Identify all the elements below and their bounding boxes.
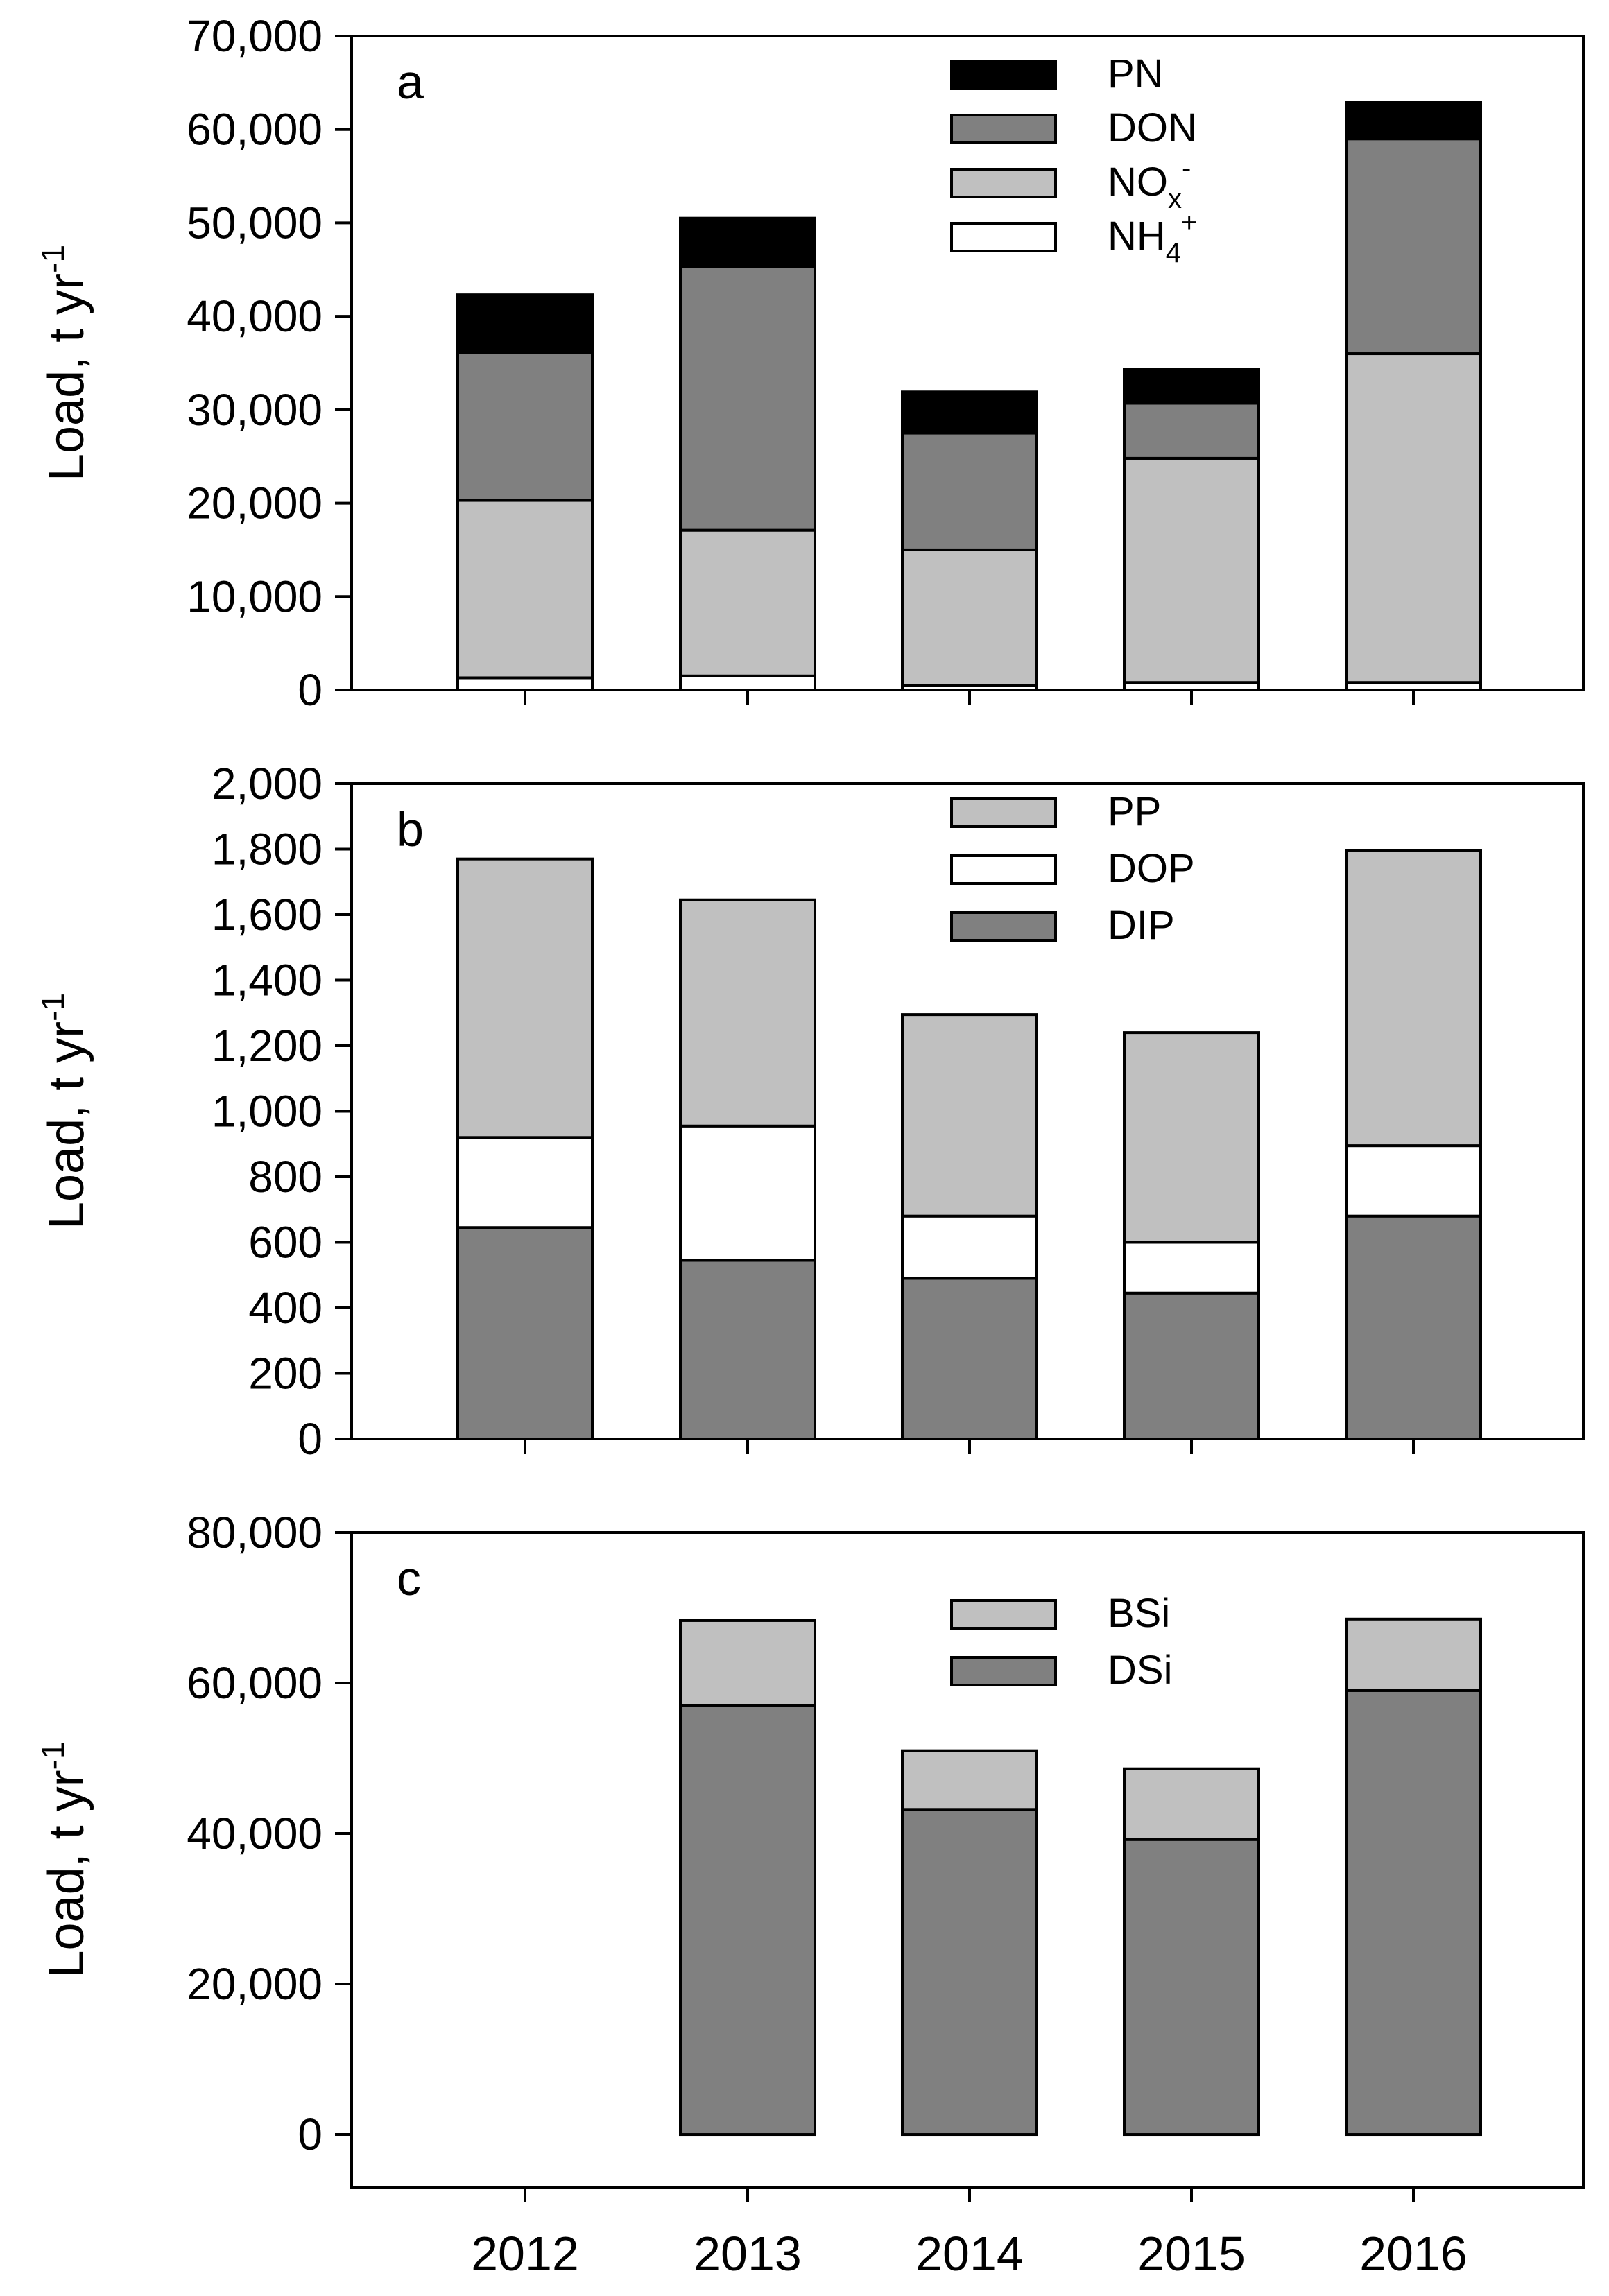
bar-dop-2014: [901, 1214, 1038, 1280]
bar-don-2014: [901, 431, 1038, 551]
bar-nox-2012: [456, 499, 594, 680]
panel-b-chart: 0 200 400 600 800 1,000 1,200 1,400 1,600 1,800 2,…: [35, 759, 1585, 1464]
plot-frame: [350, 1531, 1585, 2189]
y-tick-label: 2,000: [212, 759, 322, 809]
bar-don-2015: [1123, 402, 1260, 460]
legend-label-pn: PN: [1108, 51, 1164, 96]
y-tick-label: 1,600: [212, 890, 322, 940]
bar-nh4-2012: [456, 676, 594, 691]
panel-label: b: [397, 802, 424, 856]
y-tick-label: 20,000: [187, 478, 322, 528]
bar-bsi-2015: [1123, 1767, 1260, 1841]
bar-dip-2015: [1123, 1291, 1260, 1441]
bar-pp-2013: [679, 898, 816, 1128]
legend-swatch-nh4: [950, 222, 1057, 252]
y-axis-label: Load, t yr-1: [35, 993, 94, 1229]
bar-bsi-2014: [901, 1749, 1038, 1811]
x-tick-label-2012: 2012: [471, 2227, 579, 2281]
bar-bsi-2016: [1345, 1617, 1482, 1692]
bar-pn-2014: [901, 390, 1038, 435]
panel-c-chart: 0 20,000 40,000 60,000 80,000 c Load, t yr-1 BS…: [35, 1508, 1585, 2281]
bar-don-2016: [1345, 137, 1482, 356]
panel-label: a: [397, 55, 424, 109]
bar-nox-2015: [1123, 456, 1260, 684]
bar-dsi-2014: [901, 1808, 1038, 2137]
y-tick-label: 60,000: [187, 105, 322, 155]
bar-nox-2016: [1345, 352, 1482, 684]
y-tick-label: 0: [298, 2109, 322, 2159]
y-tick-label: 40,000: [187, 291, 322, 341]
bar-pn-2016: [1345, 101, 1482, 141]
legend-swatch-bsi: [950, 1599, 1057, 1630]
y-tick-label: 80,000: [187, 1508, 322, 1557]
x-tick-label-2013: 2013: [694, 2227, 802, 2281]
y-tick-label: 10,000: [187, 571, 322, 621]
y-tick-label: 1,800: [212, 825, 322, 874]
x-tick-label-2016: 2016: [1359, 2227, 1468, 2281]
bar-dip-2012: [456, 1226, 594, 1441]
legend-swatch-pp: [950, 797, 1057, 828]
bar-pp-2014: [901, 1013, 1038, 1218]
y-tick-label: 20,000: [187, 1959, 322, 2009]
y-tick-label: 60,000: [187, 1658, 322, 1708]
legend-swatch-dsi: [950, 1656, 1057, 1686]
bar-pp-2016: [1345, 849, 1482, 1148]
bar-dip-2014: [901, 1277, 1038, 1440]
bar-pp-2015: [1123, 1031, 1260, 1244]
y-tick-label: 1,400: [212, 956, 322, 1005]
legend-label-dsi: DSi: [1108, 1648, 1172, 1693]
bar-dop-2013: [679, 1124, 816, 1262]
bar-don-2013: [679, 265, 816, 532]
bar-dip-2013: [679, 1259, 816, 1441]
x-tick-label-2015: 2015: [1137, 2227, 1246, 2281]
bar-don-2012: [456, 351, 594, 502]
y-tick-label: 0: [298, 1414, 322, 1464]
panel-a-chart: 0 10,000 20,000 30,000 40,000 50,000 60,000 70,…: [35, 11, 1585, 715]
panel-label: c: [397, 1551, 421, 1605]
legend-label-don: DON: [1108, 105, 1197, 150]
bar-dop-2012: [456, 1136, 594, 1229]
bar-nox-2013: [679, 528, 816, 677]
legend-swatch-pn: [950, 60, 1057, 90]
y-axis-label: Load, t yr-1: [35, 245, 94, 481]
legend-swatch-dop: [950, 854, 1057, 885]
legend-label-dop: DOP: [1108, 846, 1195, 891]
legend-label-pp: PP: [1108, 789, 1161, 834]
y-tick-label: 40,000: [187, 1809, 322, 1858]
bar-pn-2013: [679, 216, 816, 268]
y-tick-label: 200: [248, 1349, 322, 1399]
bar-dop-2016: [1345, 1144, 1482, 1218]
bar-dsi-2015: [1123, 1838, 1260, 2137]
bar-dsi-2016: [1345, 1689, 1482, 2137]
legend-label-nox: NOx-: [1108, 153, 1191, 214]
y-tick-label: 50,000: [187, 198, 322, 248]
legend-label-bsi: BSi: [1108, 1591, 1170, 1636]
legend-swatch-dip: [950, 911, 1057, 942]
bar-dip-2016: [1345, 1214, 1482, 1440]
bar-bsi-2013: [679, 1619, 816, 1707]
bar-nox-2014: [901, 548, 1038, 687]
y-tick-label: 30,000: [187, 385, 322, 435]
bar-pp-2012: [456, 857, 594, 1139]
bar-pn-2015: [1123, 368, 1260, 405]
bar-pn-2012: [456, 293, 594, 354]
y-tick-label: 1,000: [212, 1087, 322, 1137]
y-tick-label: 400: [248, 1283, 322, 1333]
x-tick-label-2014: 2014: [915, 2227, 1024, 2281]
y-tick-label: 1,200: [212, 1021, 322, 1071]
legend-swatch-nox: [950, 168, 1057, 198]
bar-nh4-2013: [679, 674, 816, 691]
legend-label-dip: DIP: [1108, 903, 1175, 948]
y-tick-label: 600: [248, 1218, 322, 1268]
legend-swatch-don: [950, 114, 1057, 144]
bar-dop-2015: [1123, 1241, 1260, 1295]
y-tick-label: 70,000: [187, 11, 322, 61]
legend-label-nh4: NH4+: [1108, 207, 1197, 268]
y-tick-label: 0: [298, 665, 322, 715]
y-tick-label: 800: [248, 1152, 322, 1202]
bar-dsi-2013: [679, 1704, 816, 2137]
y-axis-label: Load, t yr-1: [35, 1741, 94, 1978]
